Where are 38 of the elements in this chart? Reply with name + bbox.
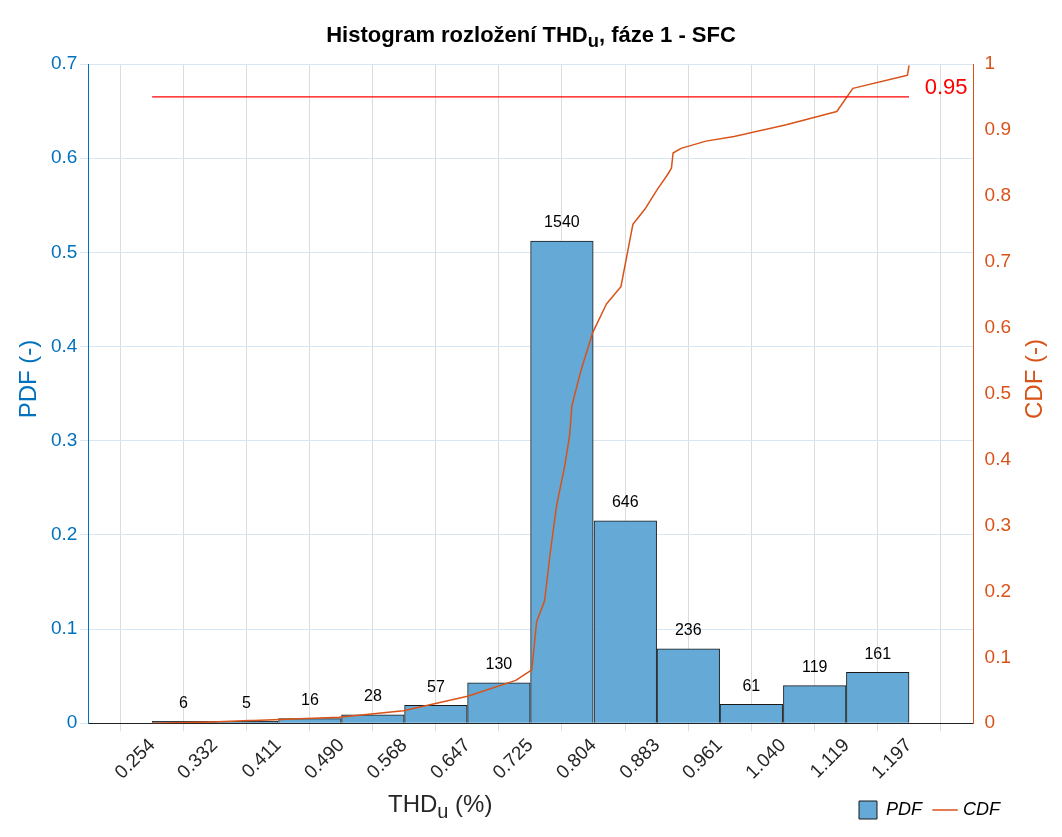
annotation: 236: [674, 621, 702, 639]
x-axis-title: THD$_{u}$ (%): [388, 790, 493, 823]
y2-tick-label: 0.4: [984, 447, 1012, 469]
y2-tick-label: 0: [984, 711, 996, 733]
annotation: 28: [363, 687, 382, 705]
annotation: 5: [242, 693, 252, 711]
annotation: 1540: [544, 213, 580, 231]
y-tick-label: 0.2: [50, 523, 78, 545]
y2-tick-label: 0.1: [984, 645, 1012, 667]
y2-tick-label: 0.6: [984, 315, 1012, 337]
y-tick-label: 0: [66, 711, 78, 733]
annotation: 57: [426, 677, 445, 695]
y-tick-label: 0.6: [50, 146, 78, 168]
legend-label: PDF: [886, 799, 924, 819]
annotation: 61: [742, 676, 761, 694]
y2-tick-label: 0.3: [984, 513, 1012, 535]
ref-line-label: 0.95: [924, 74, 968, 100]
annotation: 6: [179, 693, 189, 711]
annotation: 16: [300, 690, 319, 708]
y-tick-label: 0.3: [50, 428, 78, 450]
y2-tick-label: 0.9: [984, 118, 1012, 140]
y2-tick-label: 0.5: [984, 381, 1012, 403]
y-tick-label: 0.1: [50, 617, 78, 639]
y-tick-label: 0.4: [50, 334, 78, 356]
y-tick-label: 0.5: [50, 240, 78, 262]
y2-tick-label: 1: [984, 52, 996, 74]
legend-label: CDF: [963, 799, 1001, 819]
y-axis-title: PDF (-): [14, 339, 42, 418]
annotation: 130: [485, 655, 513, 673]
y2-tick-label: 0.8: [984, 184, 1012, 206]
y2-tick-label: 0.7: [984, 250, 1012, 272]
chart-title: Histogram rozložení THD$_{u}$, fáze 1 - SFC: [325, 22, 737, 53]
y2-axis-title: CDF (-): [1020, 338, 1048, 419]
y2-tick-label: 0.2: [984, 579, 1012, 601]
annotation: 119: [801, 657, 828, 675]
annotation: 161: [864, 644, 892, 662]
annotation: 646: [611, 493, 639, 511]
y-tick-label: 0.7: [50, 52, 78, 74]
